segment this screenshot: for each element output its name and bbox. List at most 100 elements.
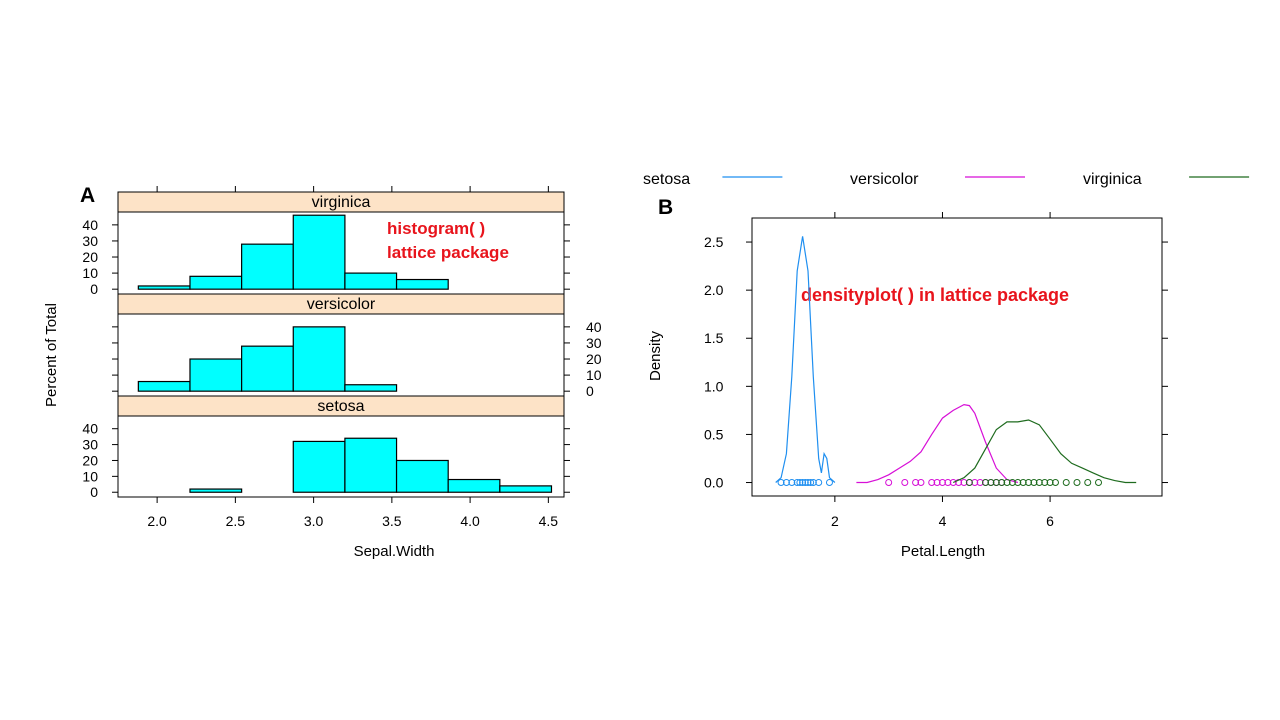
histogram-annotation-line2: lattice package: [387, 243, 509, 262]
y-tick-label: 30: [82, 233, 98, 249]
histogram-bar-virginica: [189, 275, 243, 290]
density-curve-versicolor: [856, 403, 1018, 484]
y-tick-label: 20: [82, 452, 98, 468]
x-tick-label: 4: [939, 513, 947, 529]
histogram-bar-setosa: [344, 437, 398, 493]
histogram-bar-virginica: [241, 243, 294, 290]
density-x-axis-label: Petal.Length: [901, 543, 985, 560]
y-tick-label: 10: [586, 367, 602, 383]
histogram-panel: A histogram( ) lattice package Sepal.Wid…: [43, 184, 509, 560]
y-tick-label: 0: [90, 484, 98, 500]
rug-point-versicolor: [976, 479, 984, 487]
density-y-axis-label: Density: [647, 330, 664, 381]
rug-point-setosa: [825, 479, 833, 487]
y-tick-label: 40: [586, 319, 602, 335]
y-tick-label: 0.0: [704, 475, 724, 491]
legend-label-virginica: virginica: [1083, 171, 1142, 188]
y-tick-label: 2.0: [704, 282, 724, 298]
y-tick-label: 40: [82, 421, 98, 437]
rug-point-versicolor: [971, 479, 979, 487]
histogram-bar-versicolor: [189, 358, 243, 392]
rug-point-versicolor: [912, 479, 920, 487]
rug-point-virginica: [1008, 479, 1016, 487]
x-tick-label: 3.0: [304, 513, 324, 529]
histogram-bar-setosa: [499, 485, 553, 493]
rug-point-setosa: [815, 479, 823, 487]
rug-point-virginica: [1019, 479, 1027, 487]
rug-point-setosa: [804, 479, 812, 487]
strip-label-versicolor: versicolor: [307, 296, 376, 313]
density-curve-virginica: [952, 419, 1137, 484]
rug-point-virginica: [982, 479, 990, 487]
rug-point-virginica: [1046, 479, 1054, 487]
strip-label-virginica: virginica: [312, 194, 371, 211]
rug-point-versicolor: [933, 479, 941, 487]
rug-point-setosa: [801, 479, 809, 487]
rug-point-virginica: [1095, 479, 1103, 487]
rug-point-versicolor: [901, 479, 909, 487]
histogram-bar-virginica: [344, 272, 398, 290]
x-tick-label: 2.0: [147, 513, 167, 529]
rug-point-setosa: [793, 479, 801, 487]
rug-point-versicolor: [917, 479, 925, 487]
rug-point-setosa: [807, 479, 815, 487]
y-tick-label: 2.5: [704, 234, 724, 250]
y-tick-label: 20: [586, 351, 602, 367]
histogram-bar-versicolor: [292, 326, 346, 392]
y-tick-label: 0: [586, 383, 594, 399]
density-curve-setosa: [775, 236, 836, 483]
rug-point-virginica: [1041, 479, 1049, 487]
chart-marks: virginica010203040versicolor010203040set…: [82, 171, 1250, 529]
rug-point-virginica: [1051, 479, 1059, 487]
x-tick-label: 3.5: [382, 513, 402, 529]
histogram-bar-virginica: [137, 285, 191, 290]
rug-point-versicolor: [944, 479, 952, 487]
rug-point-setosa: [782, 479, 790, 487]
histogram-bar-setosa: [189, 488, 243, 493]
histogram-bar-versicolor: [344, 384, 398, 392]
rug-point-virginica: [1084, 479, 1092, 487]
rug-point-versicolor: [885, 479, 893, 487]
rug-point-virginica: [1030, 479, 1038, 487]
y-tick-label: 10: [82, 468, 98, 484]
rug-point-virginica: [1073, 479, 1081, 487]
rug-point-setosa: [799, 479, 807, 487]
rug-point-versicolor: [960, 479, 968, 487]
rug-point-setosa: [796, 479, 804, 487]
histogram-bar-virginica: [395, 278, 449, 290]
rug-point-virginica: [965, 479, 973, 487]
y-tick-label: 20: [82, 249, 98, 265]
density-panel: B densityplot( ) in lattice package Peta…: [647, 196, 1069, 560]
rug-point-versicolor: [949, 479, 957, 487]
rug-point-versicolor: [928, 479, 936, 487]
rug-point-virginica: [1025, 479, 1033, 487]
panel-a-letter: A: [80, 184, 95, 207]
y-tick-label: 30: [82, 437, 98, 453]
x-tick-label: 2: [831, 513, 839, 529]
rug-point-virginica: [992, 479, 1000, 487]
histogram-x-axis-label: Sepal.Width: [354, 543, 435, 560]
panel-b-letter: B: [658, 196, 673, 219]
histogram-annotation-line1: histogram( ): [387, 219, 485, 238]
density-frame: [751, 217, 1163, 497]
rug-point-virginica: [1003, 479, 1011, 487]
y-tick-label: 0.5: [704, 426, 724, 442]
rug-point-virginica: [1062, 479, 1070, 487]
y-tick-label: 1.5: [704, 330, 724, 346]
density-annotation: densityplot( ) in lattice package: [801, 285, 1069, 305]
x-tick-label: 4.5: [539, 513, 559, 529]
histogram-bar-setosa: [395, 459, 449, 493]
rug-point-virginica: [998, 479, 1006, 487]
histogram-bar-versicolor: [241, 345, 294, 392]
legend-label-setosa: setosa: [643, 171, 690, 188]
x-tick-label: 6: [1046, 513, 1054, 529]
rug-point-setosa: [788, 479, 796, 487]
rug-point-versicolor: [938, 479, 946, 487]
x-tick-label: 4.0: [460, 513, 480, 529]
histogram-bar-versicolor: [137, 380, 191, 392]
rug-point-virginica: [987, 479, 995, 487]
histogram-bar-virginica: [292, 214, 346, 290]
y-tick-label: 10: [82, 265, 98, 281]
y-tick-label: 40: [82, 217, 98, 233]
